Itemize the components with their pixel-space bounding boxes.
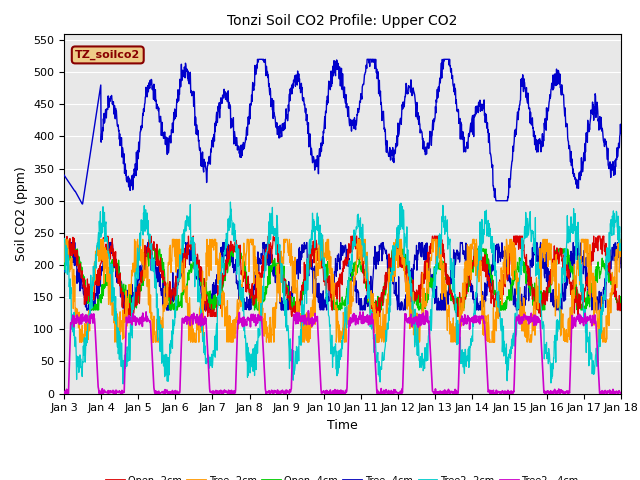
Title: Tonzi Soil CO2 Profile: Upper CO2: Tonzi Soil CO2 Profile: Upper CO2 <box>227 14 458 28</box>
Y-axis label: Soil CO2 (ppm): Soil CO2 (ppm) <box>15 166 28 261</box>
Legend: Open -2cm, Tree -2cm, Open -4cm, Tree -4cm, Tree2 -2cm, Tree2 - 4cm: Open -2cm, Tree -2cm, Open -4cm, Tree -4… <box>102 472 582 480</box>
X-axis label: Time: Time <box>327 419 358 432</box>
Text: TZ_soilco2: TZ_soilco2 <box>75 50 140 60</box>
